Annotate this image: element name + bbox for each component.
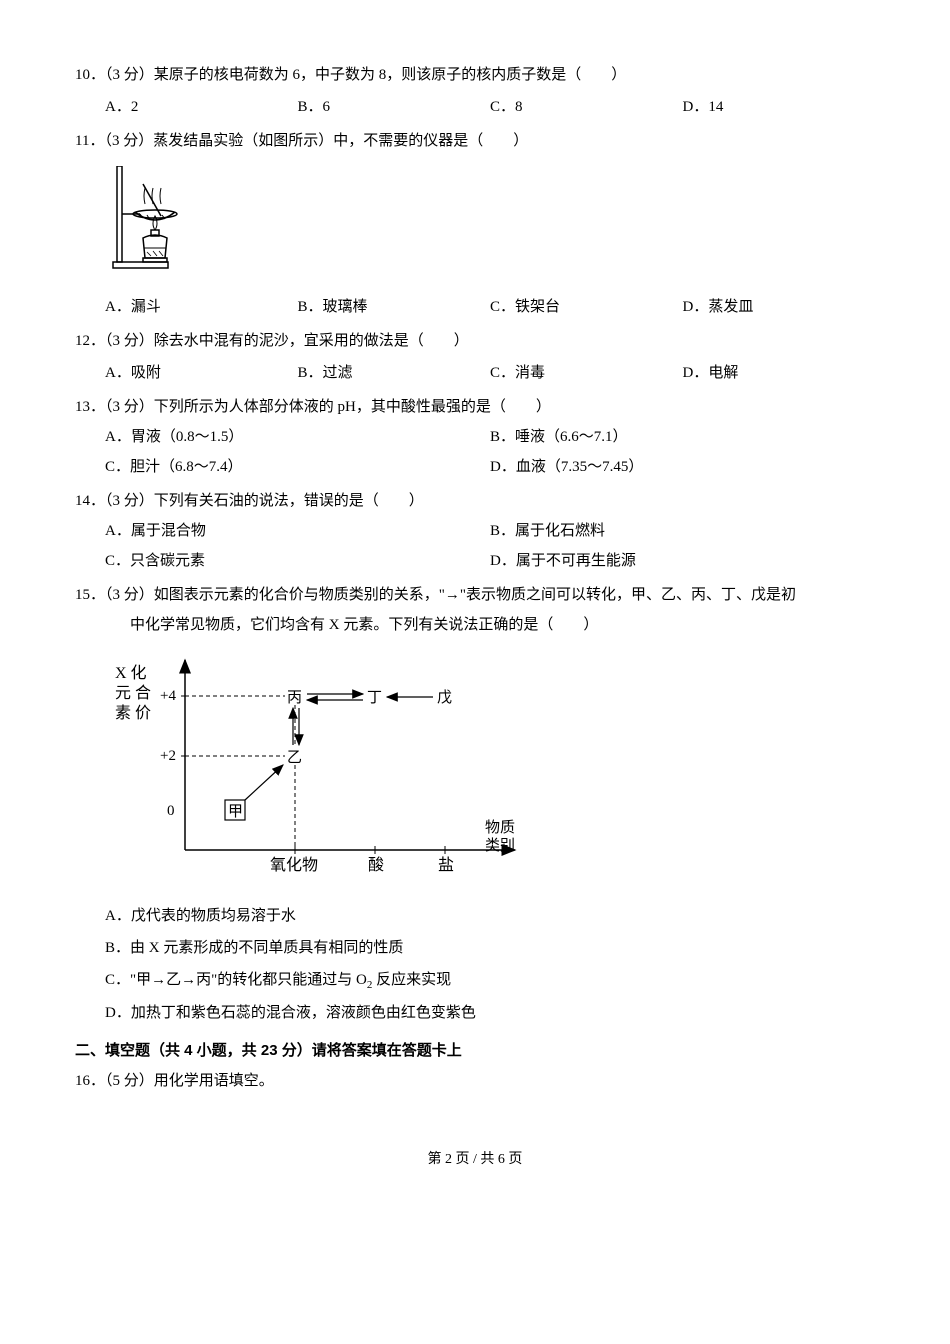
question-16-text: 16．（5 分）用化学用语填空。 [75,1066,875,1096]
option-13-d: D．血液（7.35～7.45） [490,452,875,482]
question-16: 16．（5 分）用化学用语填空。 [75,1066,875,1096]
valence-category-chart: X 化 元 合 素 价 +4 +2 0 物质 类别 氧化物 酸 盐 甲 [105,650,535,880]
option-12-a: A．吸附 [105,358,298,388]
question-13-options-row1: A．胃液（0.8～1.5） B．唾液（6.6～7.1） [105,422,875,452]
option-13-c: C．胆汁（6.8～7.4） [105,452,490,482]
option-10-d: D．14 [683,92,876,122]
option-12-b: B．过滤 [298,358,491,388]
option-12-d: D．电解 [683,358,876,388]
question-12-text: 12．（3 分）除去水中混有的泥沙，宜采用的做法是（ ） [75,326,875,356]
question-15-diagram: X 化 元 合 素 价 +4 +2 0 物质 类别 氧化物 酸 盐 甲 [105,650,875,891]
option-14-c: C．只含碳元素 [105,546,490,576]
question-12-options: A．吸附 B．过滤 C．消毒 D．电解 [105,358,875,388]
y-tick-plus2: +2 [160,748,176,764]
node-yi: 乙 [287,750,302,766]
option-14-a: A．属于混合物 [105,516,490,546]
node-jia: 甲 [228,804,243,820]
question-14-options-row2: C．只含碳元素 D．属于不可再生能源 [105,546,875,576]
option-14-b: B．属于化石燃料 [490,516,875,546]
question-13: 13．（3 分）下列所示为人体部分体液的 pH，其中酸性最强的是（ ） A．胃液… [75,392,875,482]
page-footer: 第 2 页 / 共 6 页 [75,1146,875,1174]
option-13-a: A．胃液（0.8～1.5） [105,422,490,452]
question-11-text: 11．（3 分）蒸发结晶实验（如图所示）中，不需要的仪器是（ ） [75,126,875,156]
option-12-c: C．消毒 [490,358,683,388]
y-tick-plus4: +4 [160,688,176,704]
option-15-d: D．加热丁和紫色石蕊的混合液，溶液颜色由红色变紫色 [105,998,875,1028]
question-15-text-line2: 中化学常见物质，它们均含有 X 元素。下列有关说法正确的是（ ） [130,610,875,640]
question-13-options-row2: C．胆汁（6.8～7.4） D．血液（7.35～7.45） [105,452,875,482]
option-11-d: D．蒸发皿 [683,292,876,322]
question-10: 10．（3 分）某原子的核电荷数为 6，中子数为 8，则该原子的核内质子数是（ … [75,60,875,122]
option-11-c: C．铁架台 [490,292,683,322]
question-10-text: 10．（3 分）某原子的核电荷数为 6，中子数为 8，则该原子的核内质子数是（ … [75,60,875,90]
question-15: 15．（3 分）如图表示元素的化合价与物质类别的关系，"→"表示物质之间可以转化… [75,580,875,1028]
y-axis-label-3: 素 价 [115,704,151,722]
option-10-c: C．8 [490,92,683,122]
y-axis-label-2: 元 合 [115,684,151,702]
option-15-c-prefix: C．"甲→乙→丙"的转化都只能通过与 O [105,972,367,988]
x-tick-acid: 酸 [368,856,384,874]
question-12: 12．（3 分）除去水中混有的泥沙，宜采用的做法是（ ） A．吸附 B．过滤 C… [75,326,875,388]
section-2-header: 二、填空题（共 4 小题，共 23 分）请将答案填在答题卡上 [75,1036,875,1066]
option-15-a: A．戊代表的物质均易溶于水 [105,901,875,931]
evaporation-apparatus-diagram [105,166,195,271]
question-15-text-line1: 15．（3 分）如图表示元素的化合价与物质类别的关系，"→"表示物质之间可以转化… [75,580,875,610]
option-11-a: A．漏斗 [105,292,298,322]
question-13-text: 13．（3 分）下列所示为人体部分体液的 pH，其中酸性最强的是（ ） [75,392,875,422]
option-15-c-suffix: 反应来实现 [372,972,451,988]
node-bing: 丙 [287,690,302,706]
option-11-b: B．玻璃棒 [298,292,491,322]
question-14-text: 14．（3 分）下列有关石油的说法，错误的是（ ） [75,486,875,516]
question-11-options: A．漏斗 B．玻璃棒 C．铁架台 D．蒸发皿 [105,292,875,322]
option-15-b: B．由 X 元素形成的不同单质具有相同的性质 [105,933,875,963]
x-tick-salt: 盐 [438,856,454,874]
option-10-a: A．2 [105,92,298,122]
node-ding: 丁 [367,690,382,706]
option-14-d: D．属于不可再生能源 [490,546,875,576]
x-axis-label-2: 类别 [485,837,515,854]
option-10-b: B．6 [298,92,491,122]
question-14-options-row1: A．属于混合物 B．属于化石燃料 [105,516,875,546]
x-axis-label-1: 物质 [485,819,515,836]
y-axis-label-1: X 化 [115,664,147,682]
node-wu: 戊 [437,689,452,706]
option-15-c: C．"甲→乙→丙"的转化都只能通过与 O2 反应来实现 [105,965,875,996]
y-tick-zero: 0 [167,803,175,819]
question-14: 14．（3 分）下列有关石油的说法，错误的是（ ） A．属于混合物 B．属于化石… [75,486,875,576]
question-11-diagram [105,166,875,282]
x-tick-oxide: 氧化物 [270,856,318,874]
option-13-b: B．唾液（6.6～7.1） [490,422,875,452]
question-11: 11．（3 分）蒸发结晶实验（如图所示）中，不需要的仪器是（ ） [75,126,875,322]
question-10-options: A．2 B．6 C．8 D．14 [105,92,875,122]
